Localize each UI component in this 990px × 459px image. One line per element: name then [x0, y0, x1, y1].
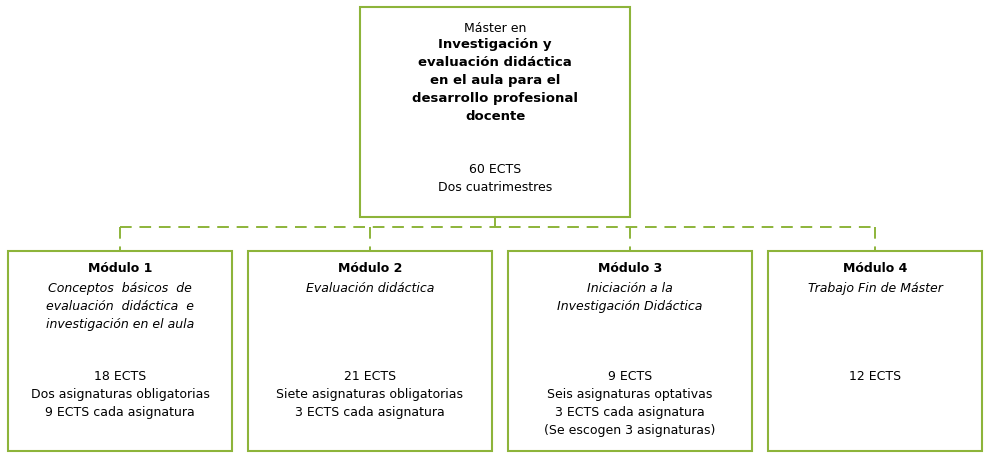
FancyBboxPatch shape: [248, 252, 492, 451]
Text: Evaluación didáctica: Evaluación didáctica: [306, 281, 435, 294]
Text: 21 ECTS
Siete asignaturas obligatorias
3 ECTS cada asignatura: 21 ECTS Siete asignaturas obligatorias 3…: [276, 369, 463, 418]
Text: 60 ECTS
Dos cuatrimestres: 60 ECTS Dos cuatrimestres: [438, 162, 552, 194]
Text: Iniciación a la
Investigación Didáctica: Iniciación a la Investigación Didáctica: [557, 281, 703, 312]
Text: Investigación y
evaluación didáctica
en el aula para el
desarrollo profesional
d: Investigación y evaluación didáctica en …: [412, 38, 578, 123]
FancyBboxPatch shape: [508, 252, 752, 451]
Text: Conceptos  básicos  de
evaluación  didáctica  e
investigación en el aula: Conceptos básicos de evaluación didáctic…: [46, 281, 194, 330]
Text: Máster en: Máster en: [463, 22, 527, 35]
Text: Trabajo Fin de Máster: Trabajo Fin de Máster: [808, 281, 942, 294]
FancyBboxPatch shape: [768, 252, 982, 451]
FancyBboxPatch shape: [360, 8, 630, 218]
Text: 18 ECTS
Dos asignaturas obligatorias
9 ECTS cada asignatura: 18 ECTS Dos asignaturas obligatorias 9 E…: [31, 369, 210, 418]
Text: Módulo 3: Módulo 3: [598, 262, 662, 274]
Text: Módulo 1: Módulo 1: [88, 262, 152, 274]
Text: Módulo 4: Módulo 4: [842, 262, 907, 274]
FancyBboxPatch shape: [8, 252, 232, 451]
Text: 12 ECTS: 12 ECTS: [849, 369, 901, 382]
Text: Módulo 2: Módulo 2: [338, 262, 402, 274]
Text: 9 ECTS
Seis asignaturas optativas
3 ECTS cada asignatura
(Se escogen 3 asignatur: 9 ECTS Seis asignaturas optativas 3 ECTS…: [544, 369, 716, 436]
